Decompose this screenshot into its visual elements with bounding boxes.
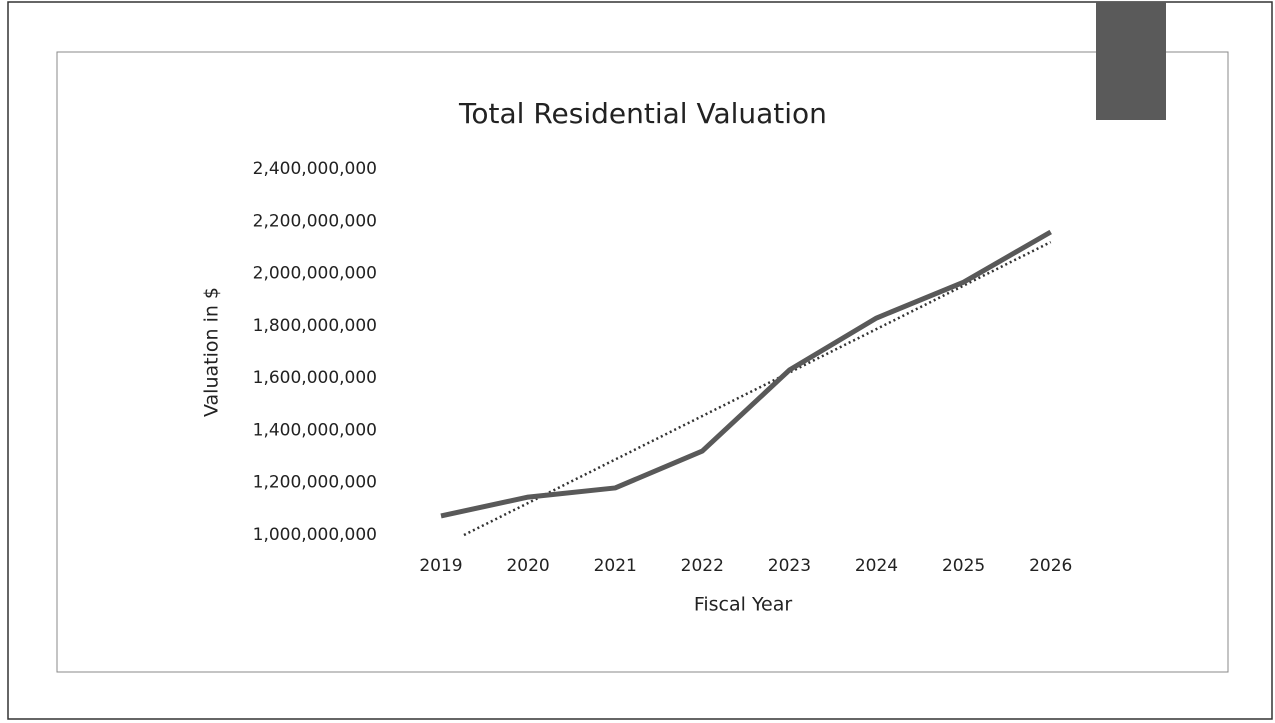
y-tick-label: 2,000,000,000 xyxy=(253,264,377,284)
trendline xyxy=(463,240,1052,537)
x-tick-label: 2021 xyxy=(594,556,637,576)
x-tick-label: 2022 xyxy=(681,556,724,576)
x-tick-label: 2019 xyxy=(419,556,462,576)
y-tick-label: 1,600,000,000 xyxy=(253,368,377,388)
inner-frame xyxy=(56,51,1229,673)
corner-block xyxy=(1096,2,1166,120)
x-axis-label: Fiscal Year xyxy=(694,594,793,616)
y-tick-label: 2,400,000,000 xyxy=(253,159,377,179)
x-tick-label: 2024 xyxy=(855,556,898,576)
x-tick-label: 2023 xyxy=(768,556,811,576)
y-axis-label: Valuation in $ xyxy=(201,287,223,417)
chart-title: Total Residential Valuation xyxy=(458,97,827,130)
x-tick-label: 2020 xyxy=(506,556,549,576)
y-tick-label: 1,400,000,000 xyxy=(253,420,377,440)
x-tick-label: 2026 xyxy=(1029,556,1072,576)
y-tick-label: 1,000,000,000 xyxy=(253,525,377,545)
series-line xyxy=(440,229,1052,519)
x-tick-label: 2025 xyxy=(942,556,985,576)
y-tick-label: 2,200,000,000 xyxy=(253,211,377,231)
y-tick-label: 1,800,000,000 xyxy=(253,316,377,336)
y-tick-label: 1,200,000,000 xyxy=(253,473,377,493)
